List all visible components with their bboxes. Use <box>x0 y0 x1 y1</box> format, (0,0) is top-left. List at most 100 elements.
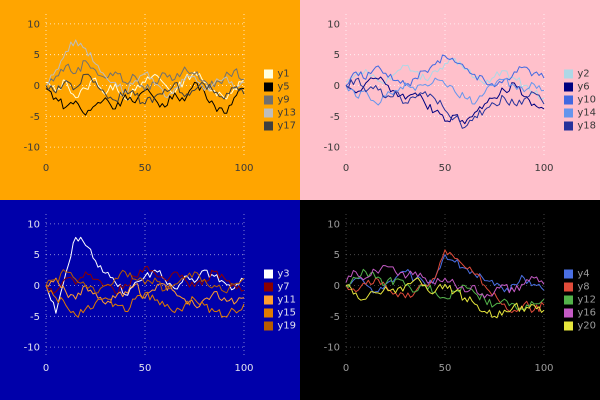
legend-label: y15 <box>277 307 296 319</box>
legend-label: y6 <box>577 81 590 93</box>
series-line-y12 <box>345 268 545 311</box>
series-line-y9 <box>45 60 245 91</box>
legend-label: y9 <box>277 94 290 106</box>
series-line-y20 <box>345 277 545 319</box>
legend-item-y13: y13 <box>264 108 296 119</box>
legend-bottom-right: y4 y8 y12 y16 y20 <box>564 269 596 332</box>
x-tick-label: 50 <box>139 363 152 374</box>
legend-item-y10: y10 <box>564 95 596 106</box>
legend-item-y6: y6 <box>564 82 596 93</box>
y-tick-label: -5 <box>30 312 40 323</box>
legend-label: y13 <box>277 107 296 119</box>
y-tick-label: 0 <box>334 281 340 292</box>
series-line-y7 <box>45 265 245 295</box>
x-tick-label: 0 <box>343 163 349 174</box>
series-line-y14 <box>345 77 545 106</box>
legend-label: y7 <box>277 281 290 293</box>
legend-item-y1: y1 <box>264 69 296 80</box>
legend-label: y10 <box>577 94 596 106</box>
plot-area-bottom-left: 0 50 100 -10 -5 0 5 10 <box>24 214 254 374</box>
legend-label: y4 <box>577 268 590 280</box>
legend-item-y11: y11 <box>264 295 296 306</box>
legend-swatch-y14 <box>564 108 574 118</box>
legend-swatch-y16 <box>564 308 574 318</box>
legend-top-left: y1 y5 y9 y13 y17 <box>264 69 296 132</box>
subplot-top-right: 0 50 100 -10 -5 0 5 10 y2 y6 y10 y14 y18 <box>300 0 600 200</box>
series-line-y16 <box>345 265 545 299</box>
plot-area-bottom-right: 0 50 100 -10 -5 0 5 10 <box>324 214 554 374</box>
legend-item-y19: y19 <box>264 321 296 332</box>
y-tick-label: 10 <box>327 19 340 30</box>
x-tick-label: 100 <box>234 163 253 174</box>
y-tick-label: 10 <box>27 19 40 30</box>
legend-item-y15: y15 <box>264 308 296 319</box>
legend-swatch-y20 <box>564 321 574 331</box>
legend-label: y5 <box>277 81 290 93</box>
x-tick-label: 50 <box>439 363 452 374</box>
y-tick-label: 5 <box>334 250 340 261</box>
x-tick-label: 50 <box>139 163 152 174</box>
y-tick-label: -10 <box>24 343 40 354</box>
legend-item-y14: y14 <box>564 108 596 119</box>
legend-item-y12: y12 <box>564 295 596 306</box>
legend-label: y3 <box>277 268 290 280</box>
legend-swatch-y15 <box>264 308 274 318</box>
legend-label: y19 <box>277 320 296 332</box>
legend-label: y11 <box>277 294 296 306</box>
legend-swatch-y2 <box>564 69 574 79</box>
x-tick-label: 0 <box>343 363 349 374</box>
x-tick-label: 100 <box>534 163 553 174</box>
legend-item-y20: y20 <box>564 321 596 332</box>
legend-swatch-y19 <box>264 321 274 331</box>
legend-swatch-y5 <box>264 82 274 92</box>
series-line-y8 <box>345 249 545 313</box>
legend-item-y9: y9 <box>264 95 296 106</box>
series-line-y18 <box>345 77 545 129</box>
y-tick-label: 10 <box>27 219 40 230</box>
y-tick-label: -5 <box>30 112 40 123</box>
legend-swatch-y18 <box>564 121 574 131</box>
legend-swatch-y13 <box>264 108 274 118</box>
series-line-y1 <box>45 71 245 101</box>
legend-swatch-y12 <box>564 295 574 305</box>
x-tick-label: 100 <box>234 363 253 374</box>
legend-label: y20 <box>577 320 596 332</box>
x-tick-label: 0 <box>43 363 49 374</box>
legend-swatch-y8 <box>564 282 574 292</box>
x-tick-label: 100 <box>534 363 553 374</box>
legend-top-right: y2 y6 y10 y14 y18 <box>564 69 596 132</box>
y-tick-label: 5 <box>34 50 40 61</box>
legend-item-y18: y18 <box>564 121 596 132</box>
y-tick-label: -10 <box>324 143 340 154</box>
plot-area-top-left: 0 50 100 -10 -5 0 5 10 <box>24 14 254 174</box>
subplot-bottom-right: 0 50 100 -10 -5 0 5 10 y4 y8 y12 y16 y20 <box>300 200 600 400</box>
legend-item-y16: y16 <box>564 308 596 319</box>
legend-item-y17: y17 <box>264 121 296 132</box>
legend-swatch-y10 <box>564 95 574 105</box>
legend-label: y8 <box>577 281 590 293</box>
legend-swatch-y4 <box>564 269 574 279</box>
y-tick-label: -5 <box>330 112 340 123</box>
series-line-y10 <box>345 54 545 88</box>
series-line-y15 <box>45 285 245 318</box>
legend-swatch-y17 <box>264 121 274 131</box>
series-line-y17 <box>45 73 245 105</box>
legend-swatch-y1 <box>264 69 274 79</box>
legend-item-y7: y7 <box>264 282 296 293</box>
x-tick-label: 0 <box>43 163 49 174</box>
legend-label: y2 <box>577 68 590 80</box>
series-line-y13 <box>45 39 245 99</box>
legend-item-y5: y5 <box>264 82 296 93</box>
legend-label: y14 <box>577 107 596 119</box>
legend-swatch-y6 <box>564 82 574 92</box>
y-tick-label: -5 <box>330 312 340 323</box>
series-line-y11 <box>45 277 245 309</box>
legend-item-y2: y2 <box>564 69 596 80</box>
legend-item-y4: y4 <box>564 269 596 280</box>
legend-item-y8: y8 <box>564 282 596 293</box>
legend-label: y1 <box>277 68 290 80</box>
y-tick-label: 5 <box>334 50 340 61</box>
legend-label: y17 <box>277 120 296 132</box>
series-line-y3 <box>45 236 245 314</box>
y-tick-label: -10 <box>24 143 40 154</box>
